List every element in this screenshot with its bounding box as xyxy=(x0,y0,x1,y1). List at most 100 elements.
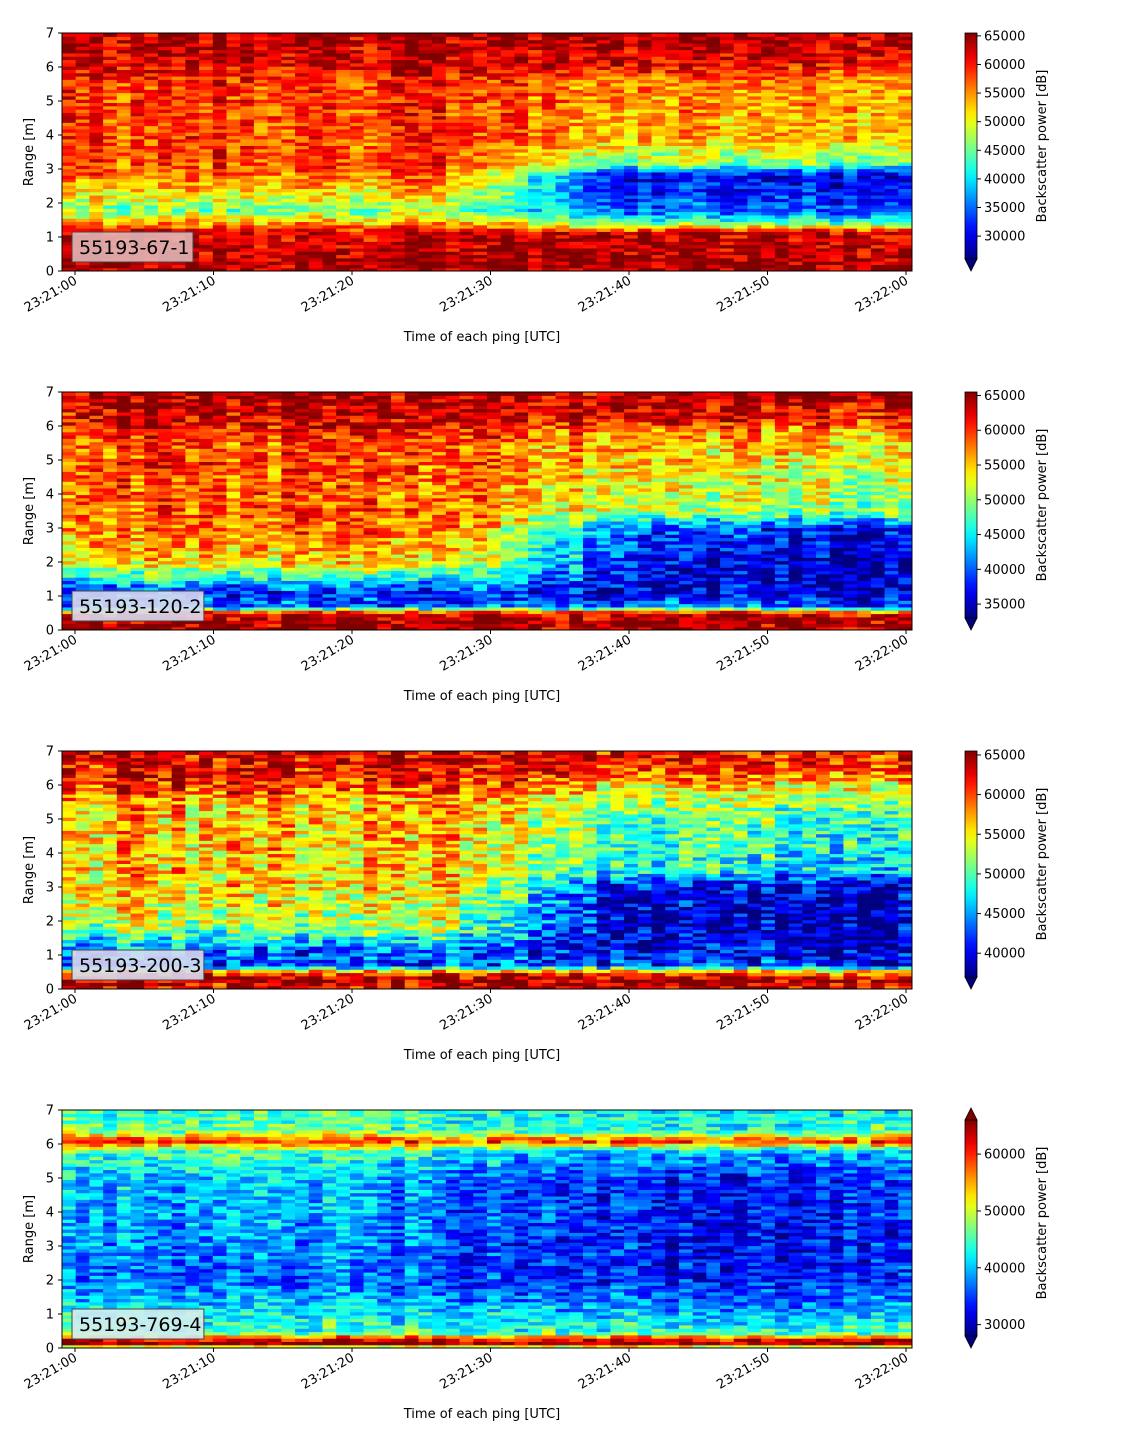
heatmap-cell xyxy=(665,79,680,84)
heatmap-cell xyxy=(226,211,241,216)
heatmap-cell xyxy=(267,168,282,173)
heatmap-cell xyxy=(130,92,145,97)
heatmap-cell xyxy=(870,178,886,183)
heatmap-cell xyxy=(103,75,118,80)
heatmap-cell xyxy=(788,241,803,246)
heatmap-cell xyxy=(363,95,378,100)
heatmap-cell xyxy=(144,517,159,522)
heatmap-cell xyxy=(130,218,145,223)
heatmap-cell xyxy=(692,211,707,216)
heatmap-cell xyxy=(391,95,406,100)
heatmap-cell xyxy=(75,550,91,555)
heatmap-cell xyxy=(761,66,776,70)
heatmap-cell xyxy=(788,56,803,61)
heatmap-cell xyxy=(651,228,666,232)
heatmap-cell xyxy=(692,257,707,262)
heatmap-cell xyxy=(624,241,639,246)
heatmap-cell xyxy=(706,79,721,84)
heatmap-cell xyxy=(692,244,707,249)
heatmap-cell xyxy=(665,59,680,64)
heatmap-cell xyxy=(596,214,611,219)
heatmap-cell xyxy=(322,237,337,242)
heatmap-cell xyxy=(637,198,653,203)
heatmap-cell xyxy=(884,52,899,57)
heatmap-cell xyxy=(747,218,762,223)
heatmap-cell xyxy=(363,175,378,180)
heatmap-cell xyxy=(747,175,762,180)
heatmap-cell xyxy=(500,194,516,199)
heatmap-cell xyxy=(788,148,803,153)
heatmap-cell xyxy=(363,261,378,265)
heatmap-cell xyxy=(103,434,118,439)
heatmap-cell xyxy=(692,267,707,271)
heatmap-cell xyxy=(514,188,529,193)
heatmap-cell xyxy=(747,52,762,57)
heatmap-cell xyxy=(459,42,474,47)
heatmap-cell xyxy=(267,69,282,74)
heatmap-cell xyxy=(89,224,104,229)
heatmap-cell xyxy=(295,132,310,137)
heatmap-cell xyxy=(596,95,611,100)
heatmap-cell xyxy=(774,42,790,47)
heatmap-cell xyxy=(720,148,735,153)
heatmap-cell xyxy=(116,33,132,37)
heatmap-cell xyxy=(473,138,488,143)
heatmap-cell xyxy=(747,194,762,199)
heatmap-cell xyxy=(62,39,77,44)
heatmap-cell xyxy=(898,221,912,226)
heatmap-cell xyxy=(528,138,543,143)
heatmap-cell xyxy=(829,138,845,143)
heatmap-cell xyxy=(404,99,420,104)
heatmap-cell xyxy=(555,211,570,216)
heatmap-cell xyxy=(487,261,502,265)
heatmap-cell xyxy=(637,118,653,123)
heatmap-cell xyxy=(144,218,159,223)
heatmap-cell xyxy=(432,267,447,271)
heatmap-cell xyxy=(404,185,420,189)
heatmap-cell xyxy=(541,66,557,70)
heatmap-cell xyxy=(692,158,707,163)
heatmap-cell xyxy=(267,49,282,54)
heatmap-cell xyxy=(103,46,118,51)
heatmap-cell xyxy=(308,237,324,242)
heatmap-cell xyxy=(692,214,707,219)
heatmap-cell xyxy=(349,132,365,137)
heatmap-cell xyxy=(761,152,776,156)
heatmap-cell xyxy=(733,171,749,176)
heatmap-cell xyxy=(555,69,570,74)
heatmap-cell xyxy=(267,218,282,223)
heatmap-cell xyxy=(802,201,817,206)
heatmap-cell xyxy=(678,204,694,209)
heatmap-cell xyxy=(157,99,173,104)
heatmap-cell xyxy=(130,105,145,110)
heatmap-cell xyxy=(445,142,461,146)
heatmap-cell xyxy=(116,214,132,219)
heatmap-cell xyxy=(706,158,721,163)
heatmap-cell xyxy=(596,244,611,249)
heatmap-cell xyxy=(829,39,845,44)
y-tick-label: 1 xyxy=(46,231,54,246)
heatmap-cell xyxy=(308,59,324,64)
heatmap-cell xyxy=(596,118,611,123)
heatmap-cell xyxy=(253,72,269,77)
heatmap-cell xyxy=(500,109,516,113)
heatmap-cell xyxy=(308,261,324,265)
heatmap-cell xyxy=(212,36,228,41)
heatmap-cell xyxy=(253,142,269,146)
heatmap-cell xyxy=(514,132,529,137)
heatmap-cell xyxy=(665,128,680,133)
heatmap-cell xyxy=(391,234,406,239)
heatmap-cell xyxy=(377,178,392,183)
heatmap-cell xyxy=(582,267,598,271)
heatmap-cell xyxy=(788,201,803,206)
heatmap-cell xyxy=(130,109,145,113)
heatmap-cell xyxy=(747,105,762,110)
heatmap-cell xyxy=(788,204,803,209)
heatmap-cell xyxy=(596,145,611,150)
heatmap-cell xyxy=(130,511,145,515)
heatmap-cell xyxy=(678,82,694,87)
heatmap-cell xyxy=(116,441,132,446)
heatmap-cell xyxy=(62,132,77,137)
heatmap-cell xyxy=(884,251,899,256)
heatmap-cell xyxy=(624,49,639,54)
